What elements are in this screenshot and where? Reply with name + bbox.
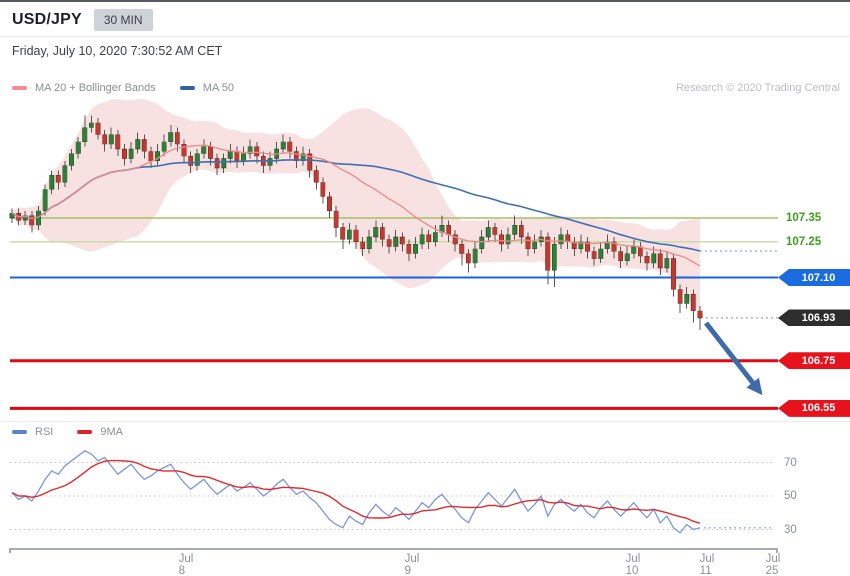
main-legend-item: MA 20 + Bollinger Bands: [12, 82, 156, 94]
main-legend-label: MA 50: [202, 82, 234, 94]
x-axis-line: [9, 548, 778, 553]
x-axis-label-jul-11: Jul 11: [699, 553, 715, 576]
rsi-swatch-icon: [12, 430, 27, 434]
price-tag-106.93: 106.93: [778, 309, 850, 327]
x-axis-label-jul-10: Jul 10: [625, 553, 641, 576]
rsi-legend-label: RSI: [35, 426, 54, 438]
rsi-axis-label-50: 50: [784, 490, 797, 502]
x-axis-label-jul-8: Jul 8: [178, 553, 194, 576]
rsi-axis-label-30: 30: [784, 523, 797, 536]
rsi-legend-label: 9MA: [100, 426, 123, 438]
downside-projection-arrow: [704, 321, 763, 396]
panel-separator: [0, 421, 850, 422]
9ma-swatch-icon: [77, 430, 93, 434]
chart-datetime: Friday, July 10, 2020 7:30:52 AM CET: [12, 44, 223, 58]
price-level-label-107.35: 107.35: [786, 212, 822, 224]
rsi-axis-label-70: 70: [784, 456, 797, 469]
symbol-title: USD/JPY: [12, 11, 82, 28]
rsi-legend-item: RSI: [12, 426, 53, 438]
main-legend-item: MA 50: [179, 82, 234, 94]
x-axis-label-jul-9: Jul 9: [404, 553, 420, 576]
rsi-9ma-line: [11, 459, 701, 524]
price-tag-106.55: 106.55: [778, 399, 850, 417]
price-tag-107.10: 107.10: [778, 269, 850, 286]
main-chart-legend: MA 20 + Bollinger Bands MA 50: [12, 82, 234, 94]
ma-50-swatch-icon: [179, 86, 195, 90]
rsi-legend-item: 9MA: [77, 426, 123, 438]
timeframe-badge: 30 MIN: [93, 9, 153, 31]
price-level-label-107.25: 107.25: [786, 235, 822, 248]
bollinger-band-area: [12, 99, 700, 315]
rsi-line: [11, 450, 701, 534]
ma-20-bollinger-bands-swatch-icon: [12, 86, 27, 90]
x-axis-label-jul-25: Jul 25: [765, 553, 781, 576]
rsi-panel-legend: RSI 9MA: [12, 426, 123, 438]
price-tag-106.75: 106.75: [778, 352, 850, 370]
ma20-line: [11, 144, 701, 267]
research-copyright: Research © 2020 Trading Central: [675, 82, 840, 94]
header: USD/JPY 30 MIN: [0, 4, 850, 37]
main-legend-label: MA 20 + Bollinger Bands: [35, 82, 156, 94]
